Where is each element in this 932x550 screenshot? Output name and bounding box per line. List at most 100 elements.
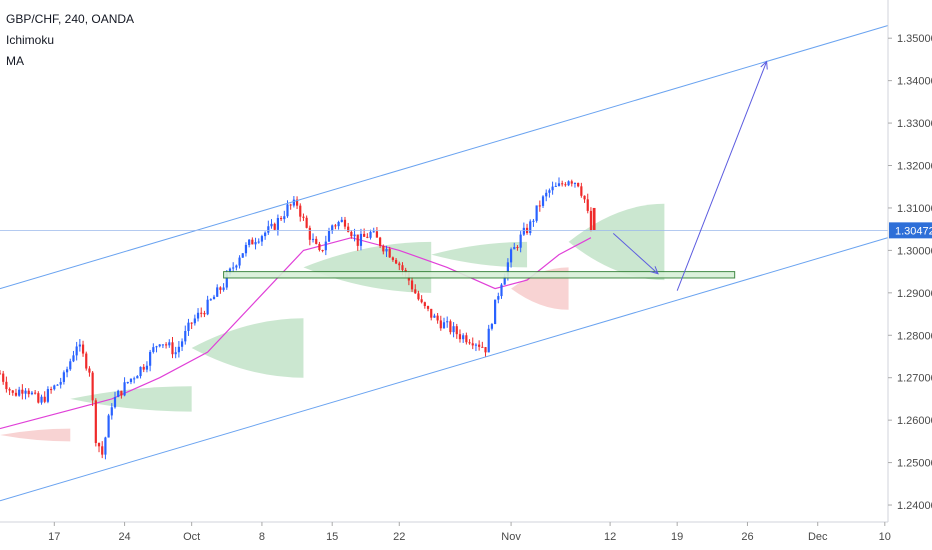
candle-body [436, 315, 439, 321]
candle-body [439, 320, 442, 329]
arrow-down-head [650, 266, 659, 275]
candle-body [24, 390, 27, 394]
candle-body [222, 287, 225, 290]
candle-body [372, 231, 375, 233]
candle-body [465, 335, 468, 343]
candle-body [334, 225, 337, 227]
ichimoku-cloud [0, 203, 665, 442]
candle-body [308, 227, 311, 240]
candle-body [327, 230, 331, 242]
candle-body [123, 382, 126, 396]
candle-body [5, 381, 8, 390]
candle-body [305, 217, 308, 228]
candle-body [267, 226, 270, 233]
candle-body [426, 306, 430, 309]
candle-body [129, 378, 133, 383]
candle-body [382, 245, 385, 252]
candle-body [142, 366, 145, 370]
candle-body [248, 239, 251, 245]
candle-body [264, 232, 267, 237]
candle-body [548, 190, 551, 193]
candle-body [462, 335, 465, 340]
candle-body [471, 343, 474, 346]
candle-body [474, 344, 478, 346]
candle-body [101, 446, 104, 455]
candle-body [375, 231, 379, 238]
candle-body [177, 346, 180, 353]
cloud-segment [191, 318, 304, 378]
support-zone [223, 271, 736, 279]
candle-body [331, 225, 334, 231]
candle-body [113, 397, 117, 408]
candle-body [279, 218, 283, 220]
candle-body [65, 369, 69, 373]
candle-body [583, 195, 586, 200]
candle-body [420, 299, 423, 303]
candle-body [455, 326, 458, 335]
candle-body [21, 389, 24, 394]
candle-body [81, 344, 85, 354]
candle-body [430, 308, 433, 318]
candle-body [139, 366, 142, 377]
candle-body [292, 199, 295, 206]
candle-body [551, 186, 554, 191]
candle-body [136, 376, 139, 379]
candle-body [522, 227, 525, 235]
candle-body [484, 347, 487, 353]
candle-body [161, 344, 165, 346]
candle-body [155, 346, 158, 348]
y-tick-label: 1.33000 [897, 118, 932, 130]
candle-body [43, 396, 46, 402]
candle-body [34, 392, 37, 394]
candle-body [40, 396, 43, 403]
x-tick-label: 22 [393, 531, 405, 543]
candle-body [318, 243, 321, 251]
candle-body [410, 280, 414, 290]
candle-body [509, 249, 513, 263]
candle-body [257, 241, 260, 243]
cloud-segment [431, 241, 528, 268]
candle-body [391, 257, 394, 260]
candle-body [193, 318, 196, 324]
candle-body [184, 331, 187, 342]
channel-upper-line [0, 24, 889, 290]
candle-body [228, 268, 232, 274]
chart-legend: GBP/CHF, 240, OANDA Ichimoku MA [6, 9, 134, 72]
symbol-title: GBP/CHF, 240, OANDA [6, 12, 135, 26]
candle-body [337, 221, 340, 227]
candle-body [589, 210, 593, 231]
candle-body [30, 392, 34, 395]
candle-body [117, 390, 120, 398]
candle-body [356, 234, 359, 246]
candle-body [59, 381, 62, 385]
y-tick-label: 1.35000 [897, 33, 932, 45]
candle-body [359, 233, 363, 246]
candle-body [478, 344, 481, 347]
candle-body [203, 313, 206, 315]
candle-body [158, 344, 161, 347]
candle-body [50, 389, 53, 391]
candle-body [490, 324, 494, 329]
candle-body [513, 247, 516, 250]
candle-body [46, 389, 50, 402]
candle-body [286, 204, 289, 217]
candle-body [187, 322, 190, 332]
candle-body [423, 302, 426, 307]
y-tick-label: 1.32000 [897, 161, 932, 173]
candle-body [174, 352, 177, 355]
candle-body [88, 368, 91, 373]
candle-body [449, 321, 452, 333]
candle-body [209, 299, 212, 301]
candle-body [8, 389, 11, 391]
channel-lower-line [0, 237, 889, 502]
candle-body [260, 236, 264, 242]
candle-body [394, 259, 398, 264]
candle-body [315, 238, 318, 244]
candle-body [200, 312, 203, 314]
candle-body [398, 263, 401, 266]
candle-body [145, 365, 149, 370]
candle-body [350, 231, 353, 237]
y-tick-label: 1.26000 [897, 415, 932, 427]
candle-body [366, 236, 369, 238]
